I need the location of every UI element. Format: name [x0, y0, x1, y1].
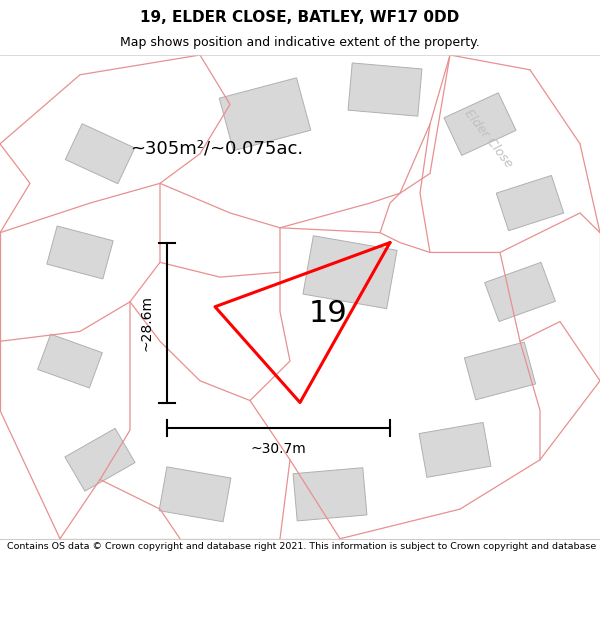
Text: Map shows position and indicative extent of the property.: Map shows position and indicative extent… — [120, 36, 480, 49]
Polygon shape — [38, 334, 103, 388]
Polygon shape — [444, 92, 516, 156]
Polygon shape — [485, 262, 556, 321]
Polygon shape — [419, 422, 491, 478]
Polygon shape — [65, 124, 135, 184]
Polygon shape — [303, 236, 397, 309]
Polygon shape — [65, 428, 135, 491]
Text: ~305m²/~0.075ac.: ~305m²/~0.075ac. — [130, 140, 303, 158]
Text: ~28.6m: ~28.6m — [139, 294, 153, 351]
Polygon shape — [464, 342, 536, 400]
Text: 19: 19 — [308, 299, 347, 328]
Text: 19, ELDER CLOSE, BATLEY, WF17 0DD: 19, ELDER CLOSE, BATLEY, WF17 0DD — [140, 10, 460, 25]
Text: ~30.7m: ~30.7m — [251, 442, 307, 456]
Polygon shape — [47, 226, 113, 279]
Polygon shape — [496, 176, 564, 231]
Polygon shape — [219, 78, 311, 151]
Polygon shape — [159, 467, 231, 522]
Polygon shape — [293, 468, 367, 521]
Text: Elder Close: Elder Close — [461, 107, 515, 171]
Text: Contains OS data © Crown copyright and database right 2021. This information is : Contains OS data © Crown copyright and d… — [7, 542, 600, 551]
Polygon shape — [348, 63, 422, 116]
